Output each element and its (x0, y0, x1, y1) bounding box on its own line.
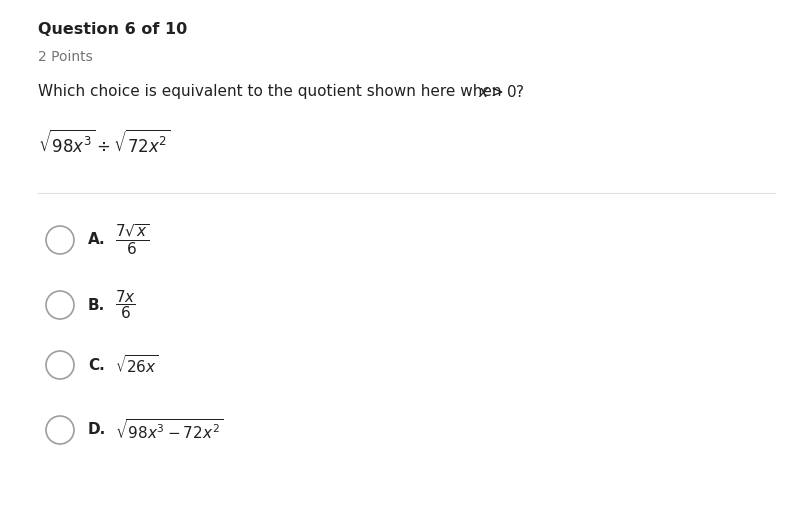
Text: $x > 0$?: $x > 0$? (478, 84, 525, 100)
Text: D.: D. (88, 422, 106, 437)
Text: $\dfrac{7x}{6}$: $\dfrac{7x}{6}$ (115, 289, 136, 322)
Text: A.: A. (88, 232, 106, 247)
Text: $\sqrt{98x^3} \div \sqrt{72x^2}$: $\sqrt{98x^3} \div \sqrt{72x^2}$ (38, 130, 171, 157)
Text: $\sqrt{98x^3-72x^2}$: $\sqrt{98x^3-72x^2}$ (115, 418, 223, 442)
Text: C.: C. (88, 358, 105, 373)
Text: $\sqrt{26x}$: $\sqrt{26x}$ (115, 354, 158, 376)
Text: Which choice is equivalent to the quotient shown here when: Which choice is equivalent to the quotie… (38, 84, 506, 99)
Text: 2 Points: 2 Points (38, 50, 93, 64)
Text: Question 6 of 10: Question 6 of 10 (38, 22, 187, 37)
Text: $\dfrac{7\sqrt{x}}{6}$: $\dfrac{7\sqrt{x}}{6}$ (115, 223, 150, 257)
Text: B.: B. (88, 298, 106, 313)
